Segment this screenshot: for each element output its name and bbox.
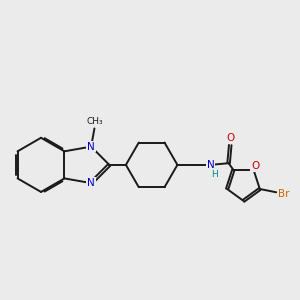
- Text: N: N: [87, 178, 95, 188]
- Text: H: H: [212, 169, 218, 178]
- Text: O: O: [226, 134, 234, 143]
- Text: Br: Br: [278, 189, 289, 199]
- Text: O: O: [251, 161, 259, 172]
- Text: N: N: [207, 160, 214, 170]
- Text: CH₃: CH₃: [86, 117, 103, 126]
- Text: N: N: [87, 142, 95, 152]
